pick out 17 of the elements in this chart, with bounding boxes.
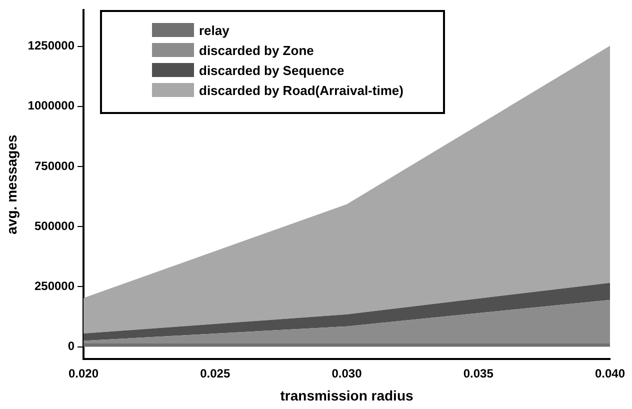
legend-label: relay — [199, 22, 230, 38]
x-tick-label: 0.025 — [200, 366, 230, 380]
y-tick-label: 750000 — [34, 158, 75, 173]
x-tick-label: 0.035 — [463, 366, 494, 380]
y-tick-label: 250000 — [34, 278, 75, 293]
y-axis-title: avg. messages — [3, 134, 20, 234]
y-tick-label: 1000000 — [28, 98, 75, 113]
y-tick-label: 500000 — [34, 218, 75, 233]
y-tick-label: 0 — [68, 339, 75, 354]
x-axis-title: transmission radius — [280, 387, 414, 404]
x-tick-label: 0.040 — [594, 366, 626, 380]
legend-label: discarded by Zone — [199, 42, 314, 58]
legend-label: discarded by Sequence — [199, 62, 344, 78]
x-tick-label: 0.020 — [68, 366, 99, 380]
x-tick-label: 0.030 — [332, 366, 362, 380]
legend-label: discarded by Road(Arraival-time) — [199, 82, 404, 98]
y-tick-label: 1250000 — [28, 38, 75, 53]
